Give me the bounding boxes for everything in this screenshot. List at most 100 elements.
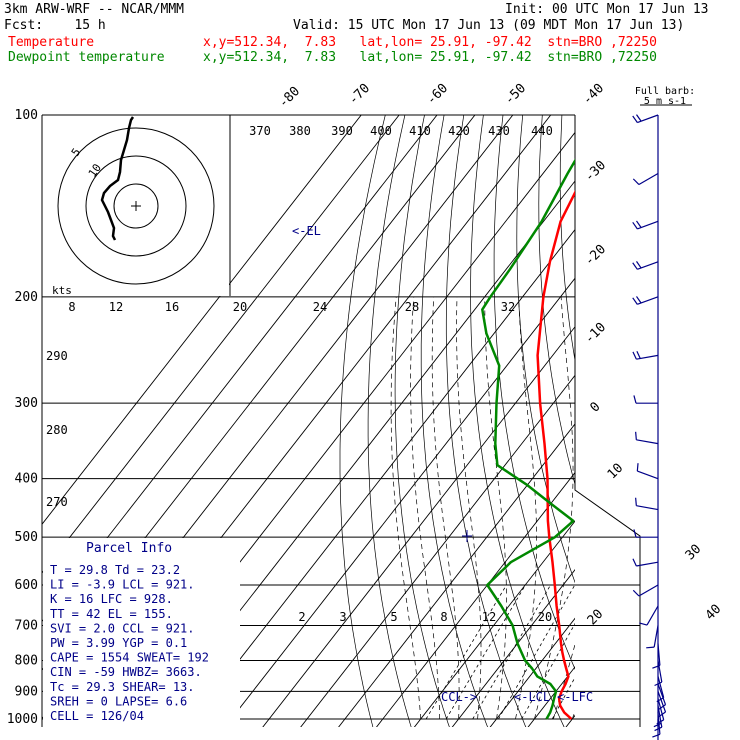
parcel-info-row: CELL = 126/04	[50, 709, 144, 723]
hodograph-speed-label: 8	[68, 300, 75, 314]
hodograph-ring-label: 10	[86, 161, 104, 179]
isotherm-line	[300, 374, 575, 727]
parcel-info-row: CAPE = 1554 SWEAT= 192	[50, 651, 209, 665]
wind-barb-flag	[653, 722, 662, 728]
wind-barb-flag	[632, 115, 638, 123]
wind-barb-flag	[632, 297, 638, 305]
parcel-info-row: SREH = 0 LAPSE= 6.6	[50, 694, 187, 708]
wind-barb-staff	[657, 676, 665, 698]
wind-barb-flag	[636, 114, 642, 122]
theta-label: 430	[488, 124, 510, 138]
wind-barb-staff	[637, 261, 659, 270]
dry-adiabat	[680, 115, 740, 732]
dewpoint-profile	[481, 158, 575, 720]
isotherm-line	[527, 666, 575, 727]
wind-barb-flag	[632, 589, 640, 597]
temperature-location: x,y=512.34, 7.83 lat,lon= 25.91, -97.42 …	[203, 35, 657, 50]
parcel-info-row: K = 16 LFC = 928.	[50, 592, 173, 606]
mixing-ratio-line	[521, 622, 575, 720]
lfc-marker: <-LFC	[557, 690, 593, 704]
parcel-info-row: CIN = -59 HWBZ= 3663.	[50, 665, 202, 679]
wind-barb-flag	[636, 350, 641, 359]
forecast-hour: Fcst: 15 h	[4, 18, 106, 33]
hodograph-speed-label: 16	[165, 300, 179, 314]
dry-adiabat	[699, 115, 740, 732]
wind-barb-staff	[657, 643, 661, 666]
wind-barb-staff	[646, 605, 659, 626]
wind-barb-flag	[632, 262, 638, 270]
hodograph-ring	[57, 127, 215, 285]
wind-barb-staff	[638, 584, 659, 597]
isotherm-line	[262, 326, 575, 727]
wind-barb-flag	[632, 178, 640, 185]
pressure-tick-label: 800	[15, 653, 38, 668]
parcel-info-row: SVI = 2.0 CCL = 921.	[50, 621, 195, 635]
isotherm-label: -70	[346, 81, 373, 108]
pressure-tick-label: 900	[15, 684, 38, 699]
wind-barb-flag	[636, 463, 639, 472]
temperature-legend-label: Temperature	[8, 35, 95, 50]
mixing-ratio-label: 12	[482, 610, 496, 624]
isotherm-line	[565, 714, 575, 727]
valid-time: Valid: 15 UTC Mon 17 Jun 13 (09 MDT Mon …	[293, 18, 685, 33]
moist-adiabat	[410, 296, 441, 720]
wind-barb-staff	[637, 296, 659, 305]
wind-barb-flag	[635, 431, 637, 440]
wind-barb-flag	[633, 395, 637, 404]
wind-barb-staff	[637, 114, 659, 124]
wind-barb-staff	[653, 625, 659, 648]
el-marker: <-EL	[292, 224, 321, 238]
hodograph-units: kts	[52, 284, 72, 297]
isotherm-label: -60	[424, 81, 451, 108]
pressure-tick-label: 500	[15, 530, 38, 545]
wind-barb-staff	[657, 691, 667, 713]
isotherm-line	[42, 115, 400, 574]
hodograph-speed-label: 24	[313, 300, 327, 314]
wind-barb-staff	[636, 439, 659, 445]
pressure-tick-label: 400	[15, 472, 38, 487]
mixing-ratio-line	[445, 584, 526, 720]
mixing-ratio-line	[425, 584, 507, 720]
pressure-tick-label: 1000	[7, 712, 38, 727]
parcel-info-row: LI = -3.9 LCL = 921.	[50, 578, 195, 592]
wind-barb-flag	[636, 261, 642, 269]
wind-barb-flag	[656, 697, 664, 703]
isotherm-label: -20	[582, 242, 609, 269]
isotherm-label: 0	[587, 399, 603, 415]
isotherm-line	[186, 228, 575, 727]
dry-adiabat	[339, 115, 386, 727]
moist-adiabat	[591, 297, 729, 719]
pressure-tick-label: 300	[15, 396, 38, 411]
wind-barb-flag	[646, 646, 655, 649]
hodograph-speed-label: 12	[109, 300, 123, 314]
isotherm-line	[375, 471, 575, 727]
theta-label: 420	[448, 124, 470, 138]
isotherm-line	[489, 617, 575, 727]
parcel-info-row: T = 29.8 Td = 23.2	[50, 563, 180, 577]
wind-barb-flag	[632, 221, 638, 230]
theta-label: 290	[46, 349, 68, 363]
dry-adiabat	[601, 115, 740, 732]
moist-adiabat	[456, 296, 482, 720]
parcel-info-row: PW = 3.99 YGP = 0.1	[50, 636, 187, 650]
hodograph-ring	[85, 155, 187, 257]
isotherm-label: -50	[502, 81, 529, 108]
dry-adiabat	[719, 115, 740, 732]
theta-label: 370	[249, 124, 271, 138]
moist-adiabat	[515, 296, 537, 720]
isotherm-line	[600, 115, 740, 732]
hodograph-speed-label: 32	[501, 300, 515, 314]
barb-legend-title: Full barb:	[635, 86, 695, 97]
isotherm-line	[42, 115, 362, 525]
pressure-tick-label: 700	[15, 618, 38, 633]
isotherm-line	[42, 115, 438, 623]
mixing-ratio-label: 3	[339, 610, 346, 624]
isotherm-label: -30	[582, 158, 609, 185]
dry-adiabat	[470, 115, 565, 727]
isotherm-line	[224, 277, 575, 727]
dry-adiabat	[367, 115, 412, 727]
wind-barb-flag	[633, 529, 637, 538]
temperature-profile	[536, 189, 575, 720]
wind-barb-flag	[652, 733, 661, 738]
